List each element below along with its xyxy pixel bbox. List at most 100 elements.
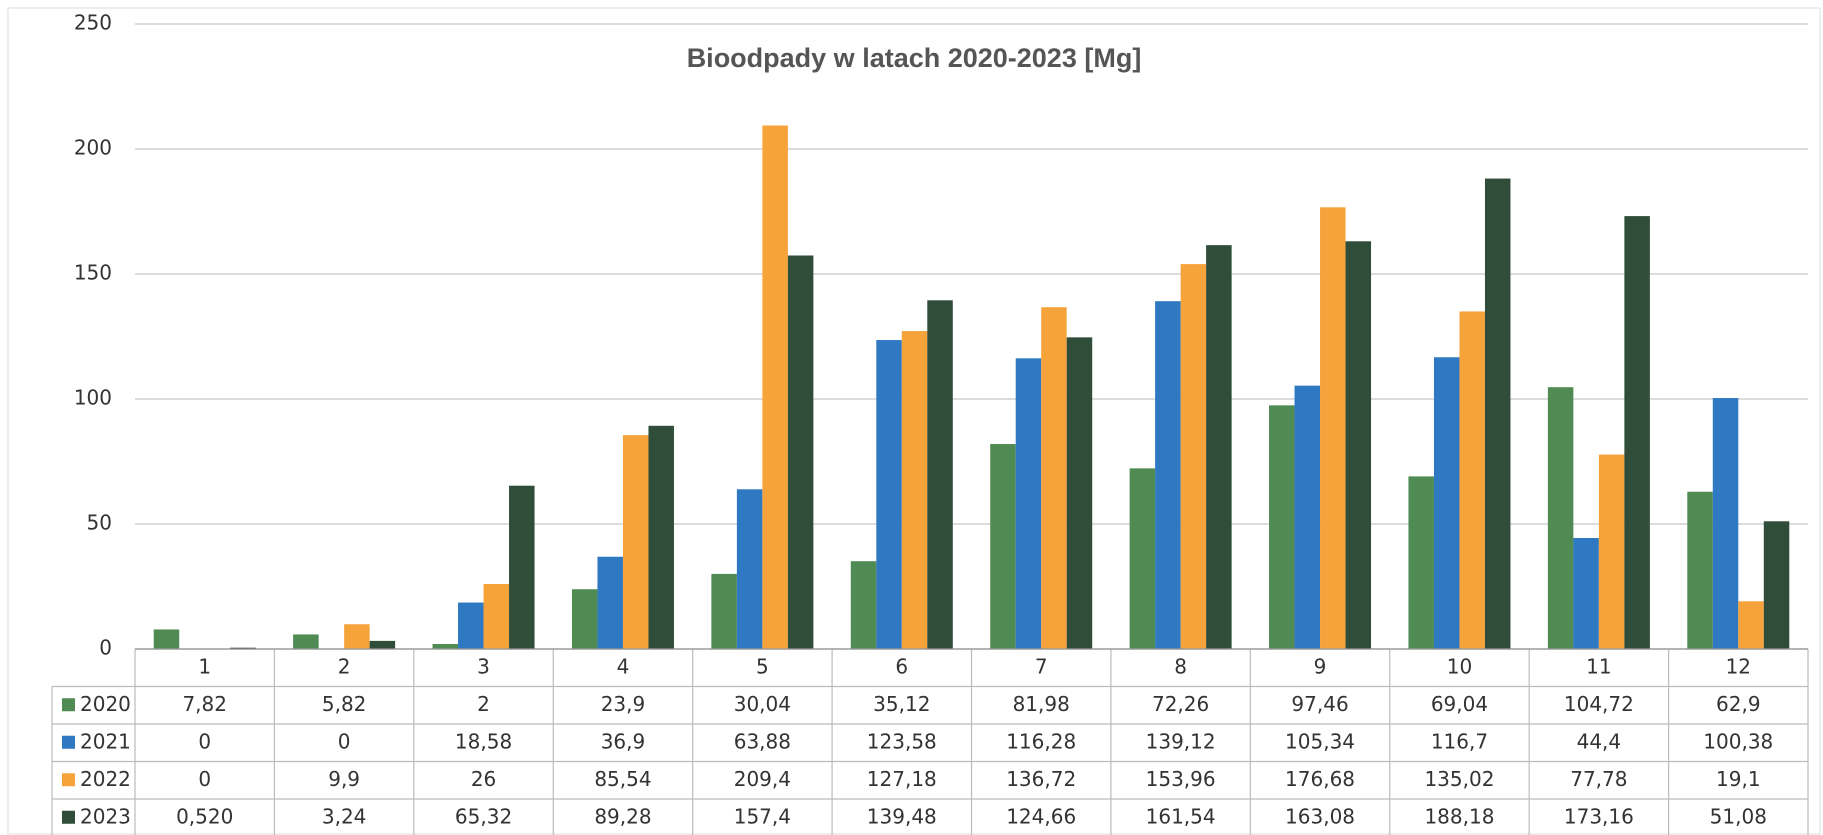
table-value: 97,46 xyxy=(1291,692,1348,716)
bar xyxy=(571,589,598,649)
table-value: 51,08 xyxy=(1710,804,1767,828)
x-tick-label: 12 xyxy=(1726,654,1751,678)
x-tick-label: 3 xyxy=(477,654,490,678)
y-tick-label: 0 xyxy=(99,636,112,660)
table-value: 104,72 xyxy=(1564,692,1634,716)
x-tick-label: 9 xyxy=(1314,654,1327,678)
table-value: 62,9 xyxy=(1716,692,1761,716)
bar xyxy=(1129,468,1156,649)
table-value: 44,4 xyxy=(1577,729,1622,753)
bar xyxy=(876,340,902,649)
table-value: 139,12 xyxy=(1146,729,1216,753)
table-value: 2 xyxy=(477,692,490,716)
bar xyxy=(1066,337,1093,649)
table-value: 89,28 xyxy=(594,804,651,828)
table-value: 0,520 xyxy=(176,804,233,828)
table-value: 153,96 xyxy=(1146,767,1216,791)
table-value: 176,68 xyxy=(1285,767,1355,791)
bar xyxy=(787,255,814,649)
x-tick-label: 11 xyxy=(1586,654,1611,678)
x-tick-label: 7 xyxy=(1035,654,1048,678)
table-value: 163,08 xyxy=(1285,804,1355,828)
table-value: 0 xyxy=(198,767,211,791)
bar xyxy=(648,425,674,649)
chart-title: Bioodpady w latach 2020-2023 [Mg] xyxy=(687,43,1142,73)
bar xyxy=(153,629,180,649)
bar xyxy=(1484,178,1511,650)
table-value: 100,38 xyxy=(1703,729,1773,753)
table-value: 105,34 xyxy=(1285,729,1355,753)
table-value: 116,7 xyxy=(1431,729,1488,753)
legend-swatch xyxy=(62,735,75,749)
frame xyxy=(7,7,1821,835)
table-value: 3,24 xyxy=(322,804,367,828)
table-value: 116,28 xyxy=(1006,729,1076,753)
bar xyxy=(1624,216,1650,649)
bar xyxy=(1459,311,1485,649)
table-value: 65,32 xyxy=(455,804,512,828)
legend-label: 2022 xyxy=(80,767,131,791)
legend-label: 2023 xyxy=(80,804,131,828)
bar xyxy=(1598,454,1625,649)
bar xyxy=(1738,601,1764,649)
y-tick-label: 50 xyxy=(87,511,112,535)
bar xyxy=(509,485,535,649)
bar xyxy=(736,489,763,649)
bar xyxy=(344,624,370,649)
table-value: 26 xyxy=(471,767,496,791)
bar xyxy=(458,602,484,649)
table-value: 18,58 xyxy=(455,729,512,753)
table-value: 0 xyxy=(338,729,351,753)
y-tick-label: 150 xyxy=(74,261,112,285)
legend-label: 2020 xyxy=(80,692,131,716)
legend-swatch xyxy=(62,810,75,824)
table-value: 136,72 xyxy=(1006,767,1076,791)
table-value: 69,04 xyxy=(1431,692,1488,716)
bar xyxy=(762,125,788,649)
bar xyxy=(1206,245,1232,649)
bar xyxy=(901,331,928,649)
table-value: 30,04 xyxy=(734,692,791,716)
table-value: 23,9 xyxy=(601,692,646,716)
bar xyxy=(1408,476,1434,649)
bar xyxy=(230,647,256,649)
table-value: 63,88 xyxy=(734,729,791,753)
table-value: 127,18 xyxy=(867,767,937,791)
bar xyxy=(1763,521,1790,649)
table-value: 157,4 xyxy=(734,804,791,828)
x-tick-label: 6 xyxy=(895,654,908,678)
table-value: 0 xyxy=(198,729,211,753)
legend-label: 2021 xyxy=(80,729,131,753)
table-value: 188,18 xyxy=(1424,804,1494,828)
bar xyxy=(1180,264,1207,649)
bar xyxy=(293,634,319,649)
bar xyxy=(483,584,510,649)
bar xyxy=(597,556,623,649)
bar xyxy=(1573,538,1599,649)
y-tick-label: 250 xyxy=(74,11,112,35)
table-value: 5,82 xyxy=(322,692,367,716)
bar xyxy=(1294,385,1321,649)
bar xyxy=(1269,405,1295,649)
x-tick-label: 8 xyxy=(1174,654,1187,678)
bar xyxy=(1015,358,1042,649)
table-value: 19,1 xyxy=(1716,767,1761,791)
table-value: 36,9 xyxy=(601,729,646,753)
bar xyxy=(369,640,396,649)
legend-swatch xyxy=(62,698,75,712)
table-value: 7,82 xyxy=(182,692,227,716)
bar xyxy=(1687,491,1713,649)
x-tick-label: 1 xyxy=(198,654,211,678)
bar xyxy=(622,435,649,649)
bar xyxy=(927,300,953,649)
legend-swatch xyxy=(62,773,75,787)
bar xyxy=(990,444,1016,649)
y-tick-label: 200 xyxy=(74,136,112,160)
table-value: 35,12 xyxy=(873,692,930,716)
table-value: 9,9 xyxy=(328,767,360,791)
x-tick-label: 2 xyxy=(338,654,351,678)
table-value: 81,98 xyxy=(1013,692,1070,716)
bar xyxy=(1547,387,1574,649)
bar xyxy=(1345,241,1372,650)
table-value: 139,48 xyxy=(867,804,937,828)
